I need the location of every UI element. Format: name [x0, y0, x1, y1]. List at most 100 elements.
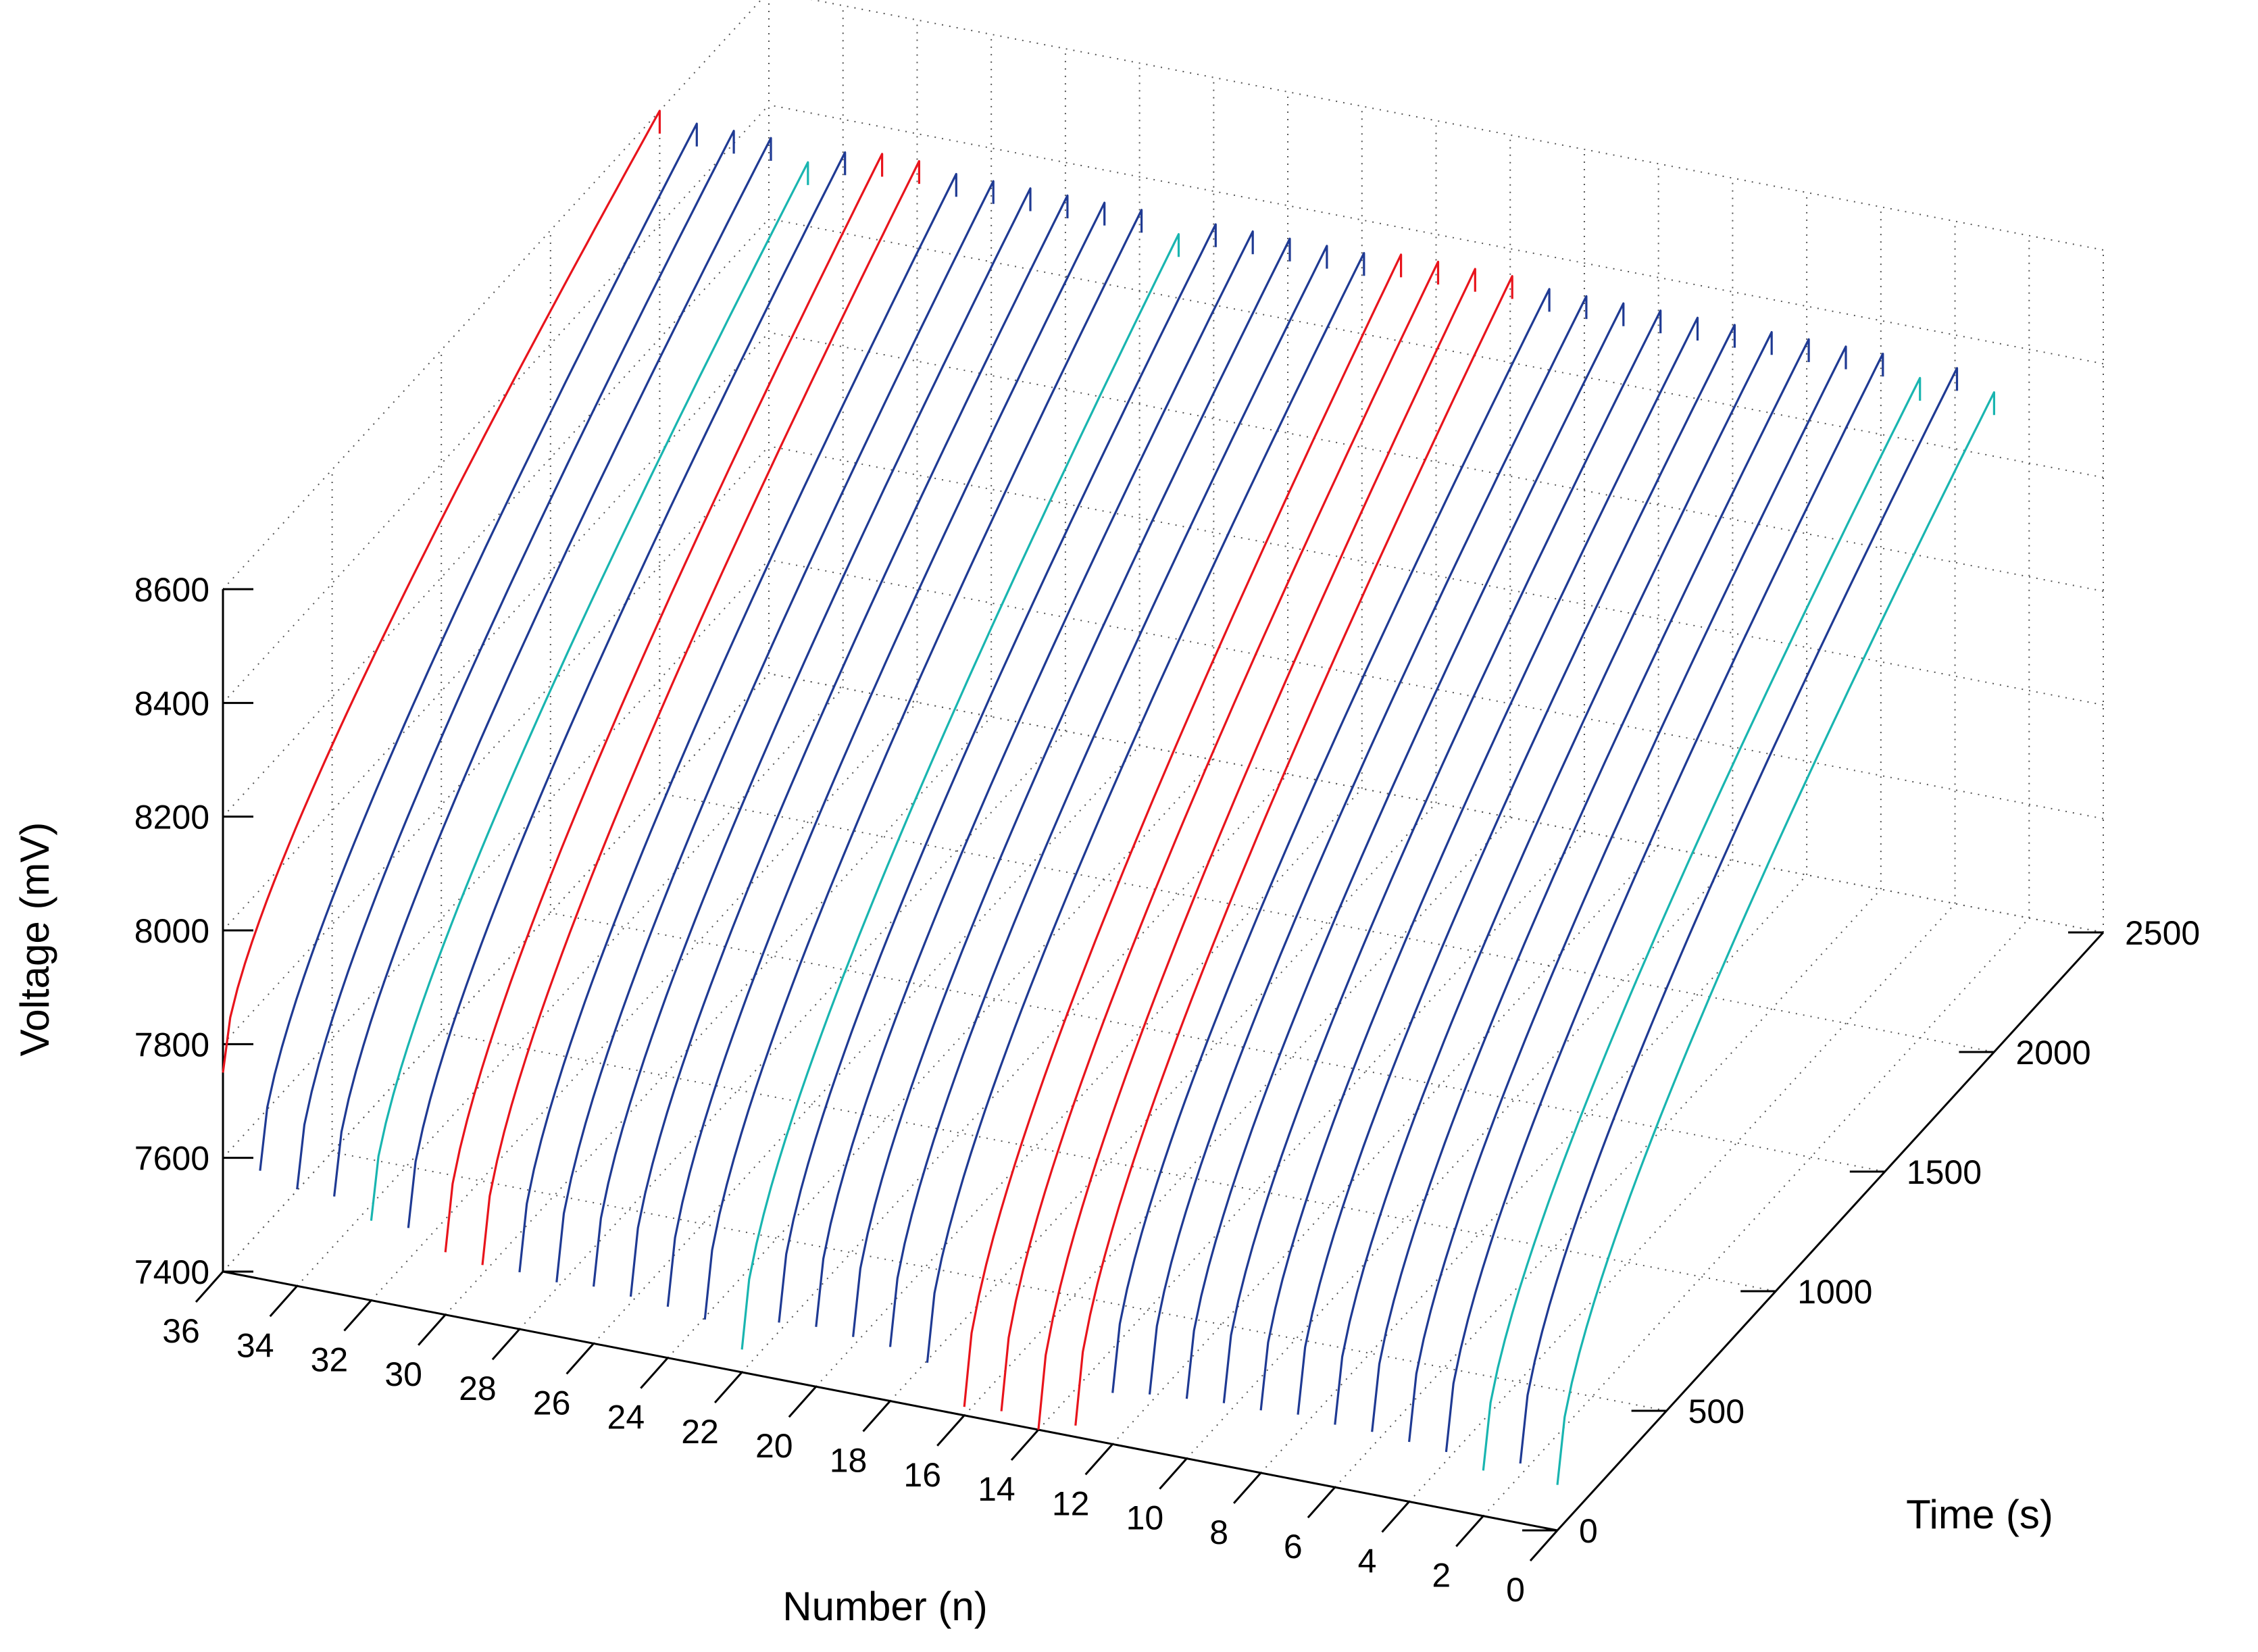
x-axis-title: Number (n) [782, 1584, 987, 1629]
x-tick-mark [1455, 1515, 1484, 1547]
series-line-15 [1000, 260, 1440, 1411]
x-tick-mark [1084, 1443, 1113, 1476]
grid-line-floor-x [667, 759, 1215, 1359]
grid-line-floor-x [1111, 845, 1659, 1445]
series-line-36 [222, 109, 661, 1073]
x-tick-label: 18 [830, 1442, 868, 1480]
x-tick-mark [418, 1313, 447, 1346]
x-tick-mark [640, 1357, 669, 1389]
z-tick-label: 8200 [134, 799, 209, 836]
x-tick-mark [1529, 1530, 1559, 1561]
y-tick-label: 1000 [1797, 1273, 1872, 1311]
x-tick-mark [788, 1386, 817, 1418]
x-tick-label: 0 [1506, 1571, 1525, 1609]
grid-line-side-z [222, 104, 770, 704]
grid-line-floor-x [816, 788, 1363, 1387]
x-tick-mark [195, 1271, 224, 1303]
y-axis-line [1556, 931, 2105, 1532]
series-line-25 [629, 194, 1069, 1297]
series-line-26 [593, 187, 1032, 1287]
grid-line-side-z [222, 445, 770, 1045]
series-line-34 [296, 130, 735, 1190]
series-line-23 [703, 209, 1143, 1320]
series-line-14 [1037, 268, 1476, 1430]
series-line-11 [1148, 295, 1588, 1395]
series-line-31 [407, 151, 847, 1228]
x-tick-label: 26 [533, 1384, 571, 1422]
series-line-8 [1259, 316, 1699, 1411]
grid-line-back-z [810, 0, 2104, 251]
z-tick-label: 7400 [134, 1253, 209, 1291]
z-tick-label: 7800 [134, 1026, 209, 1063]
series-line-10 [1185, 302, 1625, 1399]
z-tick-label: 8400 [134, 684, 209, 722]
z-tick-label: 8000 [134, 912, 209, 950]
grid-line-floor-x [741, 774, 1288, 1373]
series-line-29 [481, 159, 921, 1266]
x-tick-label: 20 [755, 1427, 793, 1465]
y-axis-title: Time (s) [1906, 1492, 2053, 1537]
grid-line-side-z [222, 559, 770, 1159]
x-tick-label: 36 [162, 1312, 200, 1350]
y-tick-label: 1500 [1907, 1153, 1982, 1191]
x-tick-mark [343, 1299, 372, 1332]
series-line-32 [370, 161, 809, 1221]
x-tick-mark [1232, 1472, 1262, 1504]
grid-line-floor-x [1186, 859, 1734, 1459]
series-line-12 [1111, 288, 1551, 1393]
series-line-0 [1556, 391, 1995, 1485]
series-line-17 [926, 252, 1365, 1363]
grid-line-floor-x [889, 802, 1437, 1402]
series-line-21 [778, 223, 1217, 1323]
grid-line-floor-x [296, 687, 844, 1286]
grid-line-side-z [222, 218, 770, 818]
x-tick-mark [1381, 1501, 1410, 1533]
x-tick-label: 14 [978, 1470, 1015, 1508]
grid-line-floor-x [1482, 918, 2030, 1517]
x-tick-mark [269, 1285, 298, 1318]
series-line-33 [333, 136, 772, 1197]
grid-line-floor-x [1038, 831, 1585, 1430]
series-line-24 [666, 201, 1106, 1307]
x-tick-label: 2 [1432, 1557, 1451, 1595]
x-tick-mark [862, 1400, 891, 1432]
x-tick-label: 22 [681, 1413, 719, 1451]
y-tick-label: 2000 [2015, 1034, 2090, 1072]
grid-line-floor-x [963, 817, 1511, 1416]
x-tick-label: 32 [311, 1341, 349, 1379]
series-line-30 [444, 153, 884, 1253]
x-tick-label: 34 [236, 1326, 274, 1364]
x-tick-label: 10 [1126, 1499, 1164, 1537]
series-line-5 [1371, 338, 1810, 1432]
series-line-7 [1297, 324, 1736, 1415]
grid-line-floor-x [1260, 874, 1807, 1474]
x-tick-label: 16 [903, 1456, 941, 1494]
y-tick-label: 2500 [2125, 914, 2200, 952]
series-line-27 [555, 180, 995, 1282]
x-tick-mark [1307, 1486, 1336, 1519]
series-line-9 [1222, 309, 1662, 1403]
grid-line-floor-y [550, 912, 1885, 1172]
x-tick-mark [936, 1414, 965, 1447]
series-line-4 [1408, 345, 1847, 1443]
tick-labels-layer: 0246810121416182022242628303234360500100… [134, 571, 2200, 1609]
x-tick-mark [1159, 1457, 1188, 1490]
z-axis-title: Voltage (mV) [12, 822, 57, 1057]
y-tick-label: 0 [1579, 1512, 1598, 1550]
x-tick-label: 30 [384, 1355, 422, 1393]
series-line-6 [1334, 331, 1773, 1425]
series-line-1 [1519, 367, 1959, 1464]
grid-line-floor-y [441, 1032, 1776, 1292]
x-tick-label: 4 [1358, 1542, 1377, 1580]
series-layer [222, 109, 1995, 1485]
grid-line-side-z [222, 332, 770, 931]
x-tick-label: 6 [1284, 1528, 1303, 1566]
grid-line-side-z [222, 0, 762, 590]
series-line-35 [259, 122, 698, 1171]
grid-line-back-z [768, 104, 2104, 365]
series-line-20 [815, 230, 1254, 1327]
grid-line-floor-x [1334, 888, 1882, 1488]
x-tick-label: 8 [1209, 1513, 1228, 1551]
